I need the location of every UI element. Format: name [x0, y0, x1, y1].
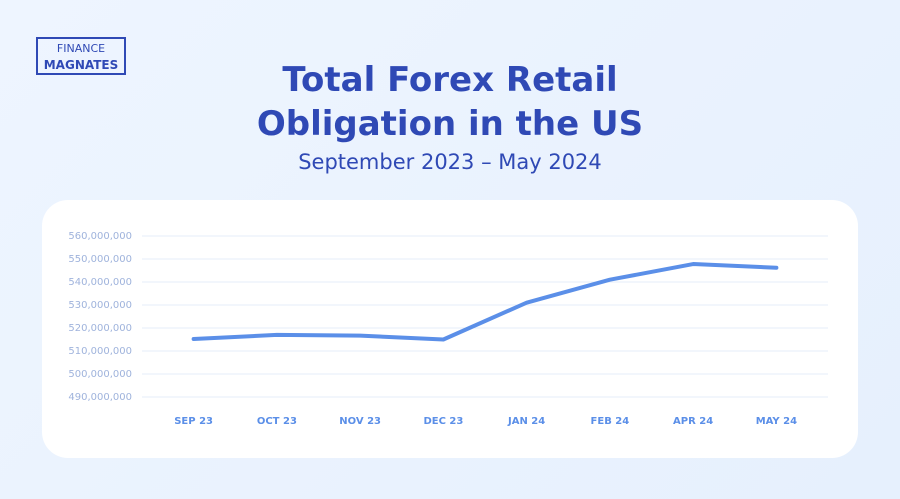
y-tick-label: 520,000,000 [68, 323, 132, 334]
x-tick-label: MAY 24 [756, 416, 797, 427]
logo-line: MAGNATES [43, 58, 119, 72]
y-tick-label: 510,000,000 [68, 346, 132, 357]
x-tick-label: DEC 23 [423, 416, 463, 427]
y-tick-label: 490,000,000 [68, 392, 132, 403]
x-tick-label: SEP 23 [174, 416, 213, 427]
logo-line: FINANCE [56, 42, 106, 55]
y-tick-label: 560,000,000 [68, 231, 132, 242]
logo: FINANCE MAGNATES [36, 37, 126, 75]
y-tick-label: 540,000,000 [68, 277, 132, 288]
chart-subtitle: September 2023 – May 2024 [298, 150, 602, 174]
y-tick-label: 550,000,000 [68, 254, 132, 265]
x-tick-label: NOV 23 [339, 416, 381, 427]
chart-card [42, 200, 858, 458]
data-line [191, 262, 779, 342]
x-tick-label: JAN 24 [507, 416, 545, 427]
chart-title: Total Forex Retail Obligation in the US [256, 60, 644, 144]
x-tick-label: FEB 24 [591, 416, 630, 427]
y-tick-label: 500,000,000 [68, 369, 132, 380]
x-tick-label: OCT 23 [257, 416, 297, 427]
y-tick-label: 530,000,000 [68, 300, 132, 311]
x-tick-label: APR 24 [673, 416, 713, 427]
